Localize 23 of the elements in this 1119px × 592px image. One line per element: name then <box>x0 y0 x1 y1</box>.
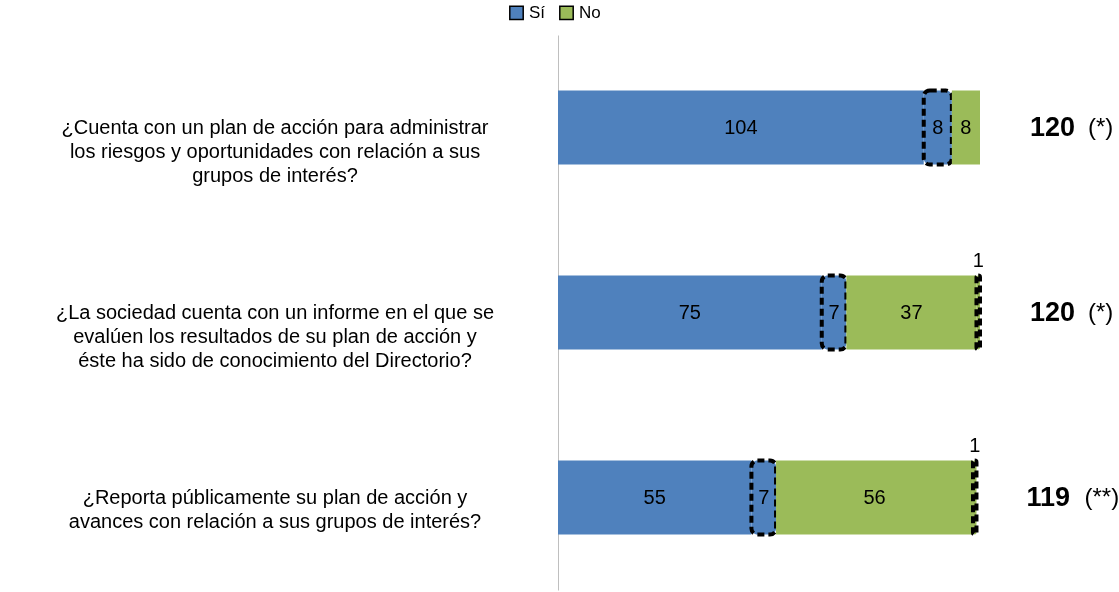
total-label: 120 <box>1030 296 1076 327</box>
data-label: 1 <box>972 248 984 271</box>
y-tick-label: ¿Cuenta con un plan de acción para administrar los riesgos y oportunidades con relación a sus grupos de interés? <box>61 115 489 186</box>
data-label: 56 <box>863 485 886 508</box>
data-label: 7 <box>828 300 840 323</box>
bar <box>951 90 980 165</box>
total-label: 120 <box>1030 111 1076 142</box>
legend-label: Sí <box>529 2 546 22</box>
text: (*) <box>1088 297 1114 325</box>
total-label: 119 <box>1026 481 1071 512</box>
y-tick-label: ¿La sociedad cuenta con un informe en el que se evalúen los resultados de su plan de acción y éste ha sido de conocimiento del Directorio? <box>55 300 495 371</box>
text: (*) <box>1088 112 1114 140</box>
data-label: 55 <box>643 485 666 508</box>
data-label: 8 <box>932 115 944 138</box>
legend-label: No <box>579 2 601 22</box>
y-tick-label: ¿Reporta públicamente su plan de acción y avances con relación a sus grupos de interés? <box>68 485 482 532</box>
data-label: 8 <box>960 115 972 138</box>
data-label: 7 <box>758 485 770 508</box>
data-label: 75 <box>678 300 701 323</box>
text: (**) <box>1084 482 1119 510</box>
data-label: 1 <box>969 433 981 456</box>
data-label: 104 <box>724 115 758 138</box>
data-label: 37 <box>900 300 923 323</box>
